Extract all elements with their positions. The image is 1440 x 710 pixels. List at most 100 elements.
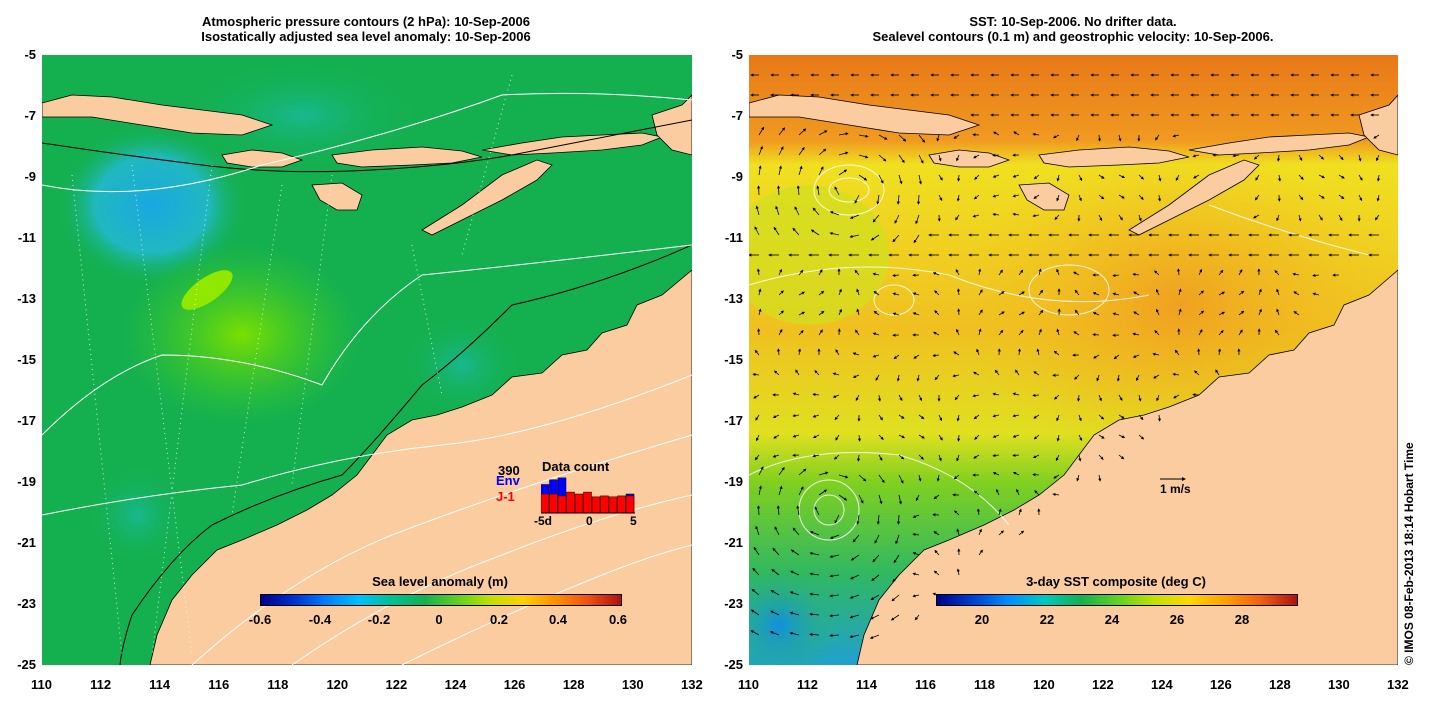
velocity-arrow [1318, 194, 1325, 199]
velocity-arrow [1078, 434, 1083, 442]
velocity-arrow [870, 594, 880, 601]
velocity-arrow [775, 205, 780, 216]
sla-colorbar-tick: 0 [435, 612, 443, 627]
velocity-arrow [835, 349, 840, 356]
sst-map [719, 55, 1399, 685]
velocity-arrow [1033, 174, 1040, 180]
velocity-arrow [1096, 374, 1100, 382]
velocity-arrow [798, 330, 804, 336]
velocity-arrow [838, 474, 849, 479]
velocity-arrow [1056, 434, 1060, 442]
velocity-arrow [992, 434, 1000, 438]
velocity-arrow [1215, 369, 1220, 376]
velocity-arrow [1157, 194, 1162, 202]
velocity-arrow [915, 494, 920, 502]
velocity-arrow [778, 466, 785, 476]
velocity-arrow [1298, 174, 1304, 180]
velocity-arrow [798, 165, 803, 176]
right-title-line1: SST: 10-Sep-2006. No drifter data. [969, 14, 1177, 29]
velocity-arrow [1113, 354, 1120, 360]
velocity-arrow [758, 165, 762, 176]
velocity-arrow [1338, 154, 1344, 161]
velocity-arrow [1154, 270, 1160, 276]
velocity-arrow [1138, 214, 1142, 222]
velocity-arrow [753, 546, 760, 556]
velocity-arrow [816, 185, 820, 196]
velocity-arrow [772, 454, 780, 458]
velocity-arrow [954, 510, 960, 516]
velocity-arrow [992, 153, 1000, 157]
latitude-tick-label: -19 [724, 474, 743, 489]
longitude-tick-label: 110 [738, 677, 759, 692]
latitude-tick-label: -9 [24, 169, 36, 184]
velocity-arrow [873, 291, 880, 296]
velocity-arrow [1178, 288, 1182, 296]
velocity-arrow [978, 528, 982, 536]
velocity-arrow [773, 370, 780, 376]
velocity-arrow [755, 205, 760, 216]
velocity-arrow [873, 310, 880, 316]
sea-level-contours [748, 164, 1370, 541]
velocity-arrow [998, 291, 1005, 296]
velocity-arrow [898, 434, 906, 439]
velocity-arrow [876, 514, 880, 525]
data-count-title: Data count [542, 459, 610, 474]
velocity-arrow [1312, 292, 1320, 296]
velocity-arrow [871, 574, 880, 581]
velocity-arrow [1238, 269, 1243, 276]
velocity-arrow [1074, 309, 1080, 316]
data-count-bars [541, 477, 635, 514]
velocity-arrow [956, 528, 960, 536]
sst-cold-region [719, 565, 839, 685]
velocity-arrow [778, 146, 784, 156]
velocity-arrow [898, 414, 905, 419]
velocity-arrow [956, 568, 960, 576]
velocity-arrow [834, 514, 840, 524]
velocity-arrow [1193, 174, 1200, 179]
velocity-arrow [932, 331, 940, 336]
velocity-arrow [1218, 330, 1224, 336]
latitude-tick-label: -13 [724, 291, 743, 306]
velocity-arrow [858, 134, 869, 138]
latitude-tick-label: -19 [17, 474, 36, 489]
velocity-arrow [1076, 134, 1080, 142]
altimeter-tracks [71, 74, 513, 656]
velocity-arrow [1197, 348, 1201, 356]
velocity-arrow [758, 126, 765, 136]
velocity-arrow [1118, 194, 1125, 199]
velocity-arrow [1157, 414, 1162, 422]
velocity-arrow [1217, 348, 1222, 356]
velocity-arrow [1318, 174, 1326, 179]
velocity-arrow [751, 588, 760, 596]
velocity-arrow [875, 374, 880, 381]
velocity-arrow [898, 494, 902, 505]
velocity-arrow [1338, 194, 1345, 200]
velocity-arrow [829, 554, 840, 559]
velocity-arrow [856, 288, 860, 296]
velocity-arrow [1054, 394, 1060, 400]
velocity-arrow [1032, 473, 1040, 477]
velocity-arrow [1053, 474, 1060, 479]
velocity-arrow [795, 369, 800, 376]
velocity-arrow [934, 310, 940, 316]
velocity-arrow [838, 308, 842, 316]
velocity-arrow [918, 434, 925, 439]
velocity-arrow [957, 308, 961, 316]
velocity-arrow [1015, 369, 1020, 376]
velocity-arrow [954, 394, 960, 401]
velocity-scale-label: 1 m/s [1160, 482, 1191, 496]
velocity-arrow [918, 414, 925, 420]
velocity-arrow [798, 146, 805, 156]
velocity-arrow [913, 354, 920, 359]
velocity-arrow [773, 226, 780, 236]
velocity-arrow [1176, 268, 1181, 276]
velocity-arrow [829, 614, 840, 618]
velocity-arrow [938, 454, 942, 462]
velocity-arrow [956, 414, 960, 422]
velocity-arrow [778, 127, 786, 136]
australia-landmass [856, 269, 1399, 666]
velocity-arrow [870, 614, 880, 620]
velocity-arrow [898, 454, 905, 460]
velocity-arrow [1338, 214, 1343, 222]
velocity-arrow [809, 572, 820, 576]
